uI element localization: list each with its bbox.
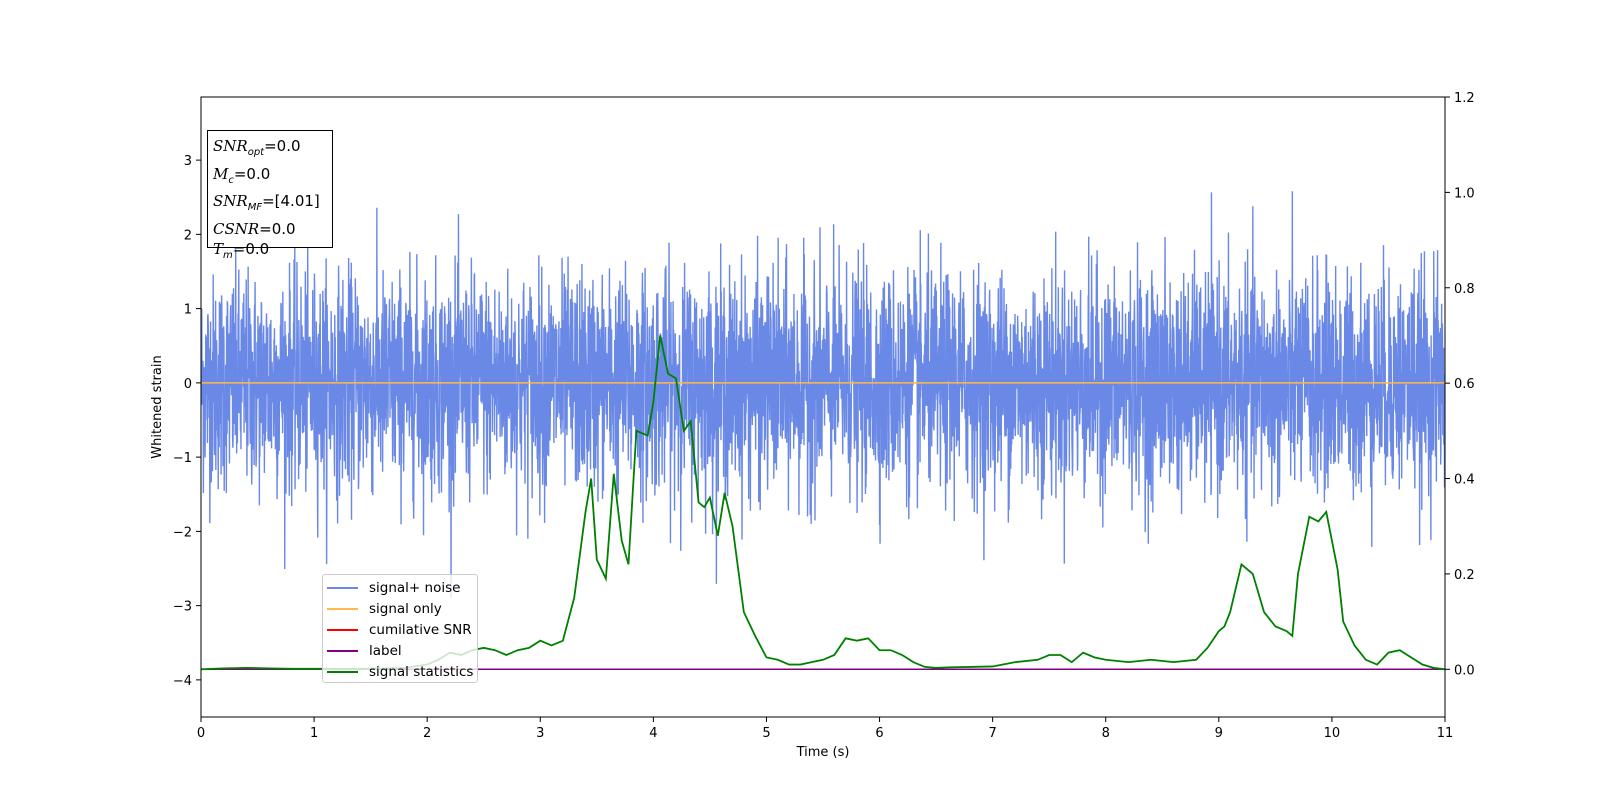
series-line-signal-statistics xyxy=(201,335,1445,671)
legend-item: signal only xyxy=(327,599,477,620)
legend-item: cumilative SNR xyxy=(327,620,477,641)
y-right-tick-label: 0.8 xyxy=(1454,282,1475,297)
y-left-tick-label: 1 xyxy=(184,303,192,318)
y-right-tick-label: 0.2 xyxy=(1454,568,1475,583)
info-box-symbol: T xyxy=(213,240,224,258)
legend-item: signal+ noise xyxy=(327,578,477,599)
legend-label: signal statistics xyxy=(369,663,474,680)
info-box-subscript: opt xyxy=(247,147,265,158)
y-left-tick-label: 3 xyxy=(184,154,192,169)
info-box-symbol: SNR xyxy=(213,192,248,210)
info-box-line: Mc=0.0 xyxy=(213,164,332,192)
y-left-tick-label: −1 xyxy=(173,451,192,466)
x-tick-label: 8 xyxy=(1102,726,1110,741)
info-box-value: =0.0 xyxy=(264,137,301,155)
y-axis-label: Whitened strain xyxy=(150,355,165,458)
legend-label: signal+ noise xyxy=(369,580,461,597)
y-right-tick-label: 0.0 xyxy=(1454,663,1475,678)
legend-swatch xyxy=(327,670,358,673)
noise-series xyxy=(201,191,1445,598)
info-box-symbol: CSNR xyxy=(213,219,260,238)
legend: signal+ noise signal only cumilative SNR la… xyxy=(322,574,478,683)
y-right-tick-label: 1.0 xyxy=(1454,186,1475,201)
x-tick-label: 4 xyxy=(649,726,657,741)
info-box-line: SNRMF=[4.01] xyxy=(213,191,332,219)
legend-label: label xyxy=(369,642,402,659)
x-tick-label: 1 xyxy=(310,726,318,741)
info-box-symbol: SNR xyxy=(213,137,248,155)
legend-swatch xyxy=(327,649,358,652)
y-right-axis-ticks: 1.2 1.0 0.8 0.6 0.4 0.2 0.0 xyxy=(1445,91,1475,678)
info-box-line: Tm=0.0 xyxy=(213,239,332,267)
y-left-axis-ticks: 3 2 1 0 −1 −2 −3 −4 xyxy=(173,154,201,689)
legend-swatch xyxy=(327,628,358,631)
info-box-value: =0.0 xyxy=(232,240,270,258)
legend-swatch xyxy=(327,608,358,611)
x-tick-label: 0 xyxy=(197,726,205,741)
info-box-line: SNRopt=0.0 xyxy=(213,136,332,164)
x-tick-label: 7 xyxy=(988,726,996,741)
y-left-tick-label: 0 xyxy=(184,377,192,392)
x-tick-label: 2 xyxy=(423,726,431,741)
x-tick-label: 5 xyxy=(762,726,770,741)
info-box-subscript: m xyxy=(223,250,233,261)
legend-label: cumilative SNR xyxy=(369,621,472,638)
x-tick-label: 6 xyxy=(875,726,883,741)
info-box-value: =0.0 xyxy=(259,219,296,238)
x-tick-label: 3 xyxy=(536,726,544,741)
info-box-symbol: M xyxy=(213,164,229,183)
y-right-tick-label: 0.4 xyxy=(1454,473,1475,488)
legend-item: signal statistics xyxy=(327,661,477,682)
x-axis-ticks: 0 1 2 3 4 5 6 7 8 9 10 11 xyxy=(197,717,1453,741)
y-left-tick-label: −4 xyxy=(173,674,192,689)
x-tick-label: 10 xyxy=(1324,726,1341,741)
x-tick-label: 9 xyxy=(1215,726,1223,741)
legend-label: signal only xyxy=(369,601,442,618)
info-box-subscript: c xyxy=(228,174,234,186)
y-right-tick-label: 0.6 xyxy=(1454,377,1475,392)
y-left-tick-label: −3 xyxy=(173,600,192,615)
x-tick-label: 11 xyxy=(1437,726,1454,741)
plot-frame xyxy=(200,96,1446,718)
series-line-signal-noise xyxy=(201,191,1445,598)
legend-item: label xyxy=(327,640,477,661)
stats-info-box: SNRopt=0.0 Mc=0.0 SNRMF=[4.01] CSNR=0.0 Tm=0… xyxy=(207,130,333,261)
x-axis-label: Time (s) xyxy=(796,745,850,760)
info-box-value: =0.0 xyxy=(233,164,271,183)
legend-swatch xyxy=(327,587,358,590)
y-left-tick-label: 2 xyxy=(184,228,192,243)
y-right-tick-label: 1.2 xyxy=(1454,91,1475,106)
info-box-value: =[4.01] xyxy=(262,192,320,210)
info-box-line: CSNR=0.0 xyxy=(213,219,332,240)
info-box-subscript: MF xyxy=(247,202,263,213)
y-left-tick-label: −2 xyxy=(173,525,192,540)
